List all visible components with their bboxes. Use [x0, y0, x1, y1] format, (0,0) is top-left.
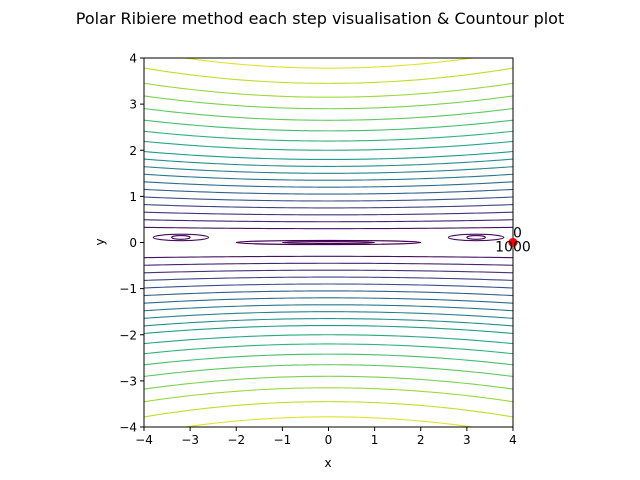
contour-ellipse [447, 233, 505, 242]
contour-line [144, 343, 513, 355]
contour-line [144, 387, 513, 403]
contour-line [144, 130, 513, 142]
step-label: 0 [513, 226, 522, 242]
y-tick-label: 2 [129, 144, 137, 158]
y-tick-label: −2 [119, 328, 137, 342]
contour-line [144, 219, 513, 223]
x-axis-label: x [324, 456, 331, 470]
contour-line [144, 283, 513, 289]
x-tick-label: −4 [135, 433, 153, 447]
contour-line [144, 188, 513, 195]
contour-line [144, 150, 513, 161]
x-axis: −4 −3 −2 −1 0 1 2 3 4 [135, 427, 517, 447]
contour-line [144, 255, 513, 259]
chart-title: Polar Ribiere method each step visualisa… [76, 9, 564, 28]
contour-ellipse [466, 235, 486, 240]
plot-frame [143, 57, 514, 428]
contour-line [144, 304, 513, 312]
y-axis: −4 −3 −2 −1 0 1 2 3 4 [119, 52, 144, 435]
contour-line [144, 226, 513, 230]
x-tick-label: 0 [325, 433, 333, 447]
contour-line [144, 324, 513, 335]
contour-line [144, 276, 513, 281]
x-tick-label: −1 [274, 433, 292, 447]
y-tick-label: 1 [129, 190, 137, 204]
contour-line [144, 297, 513, 304]
x-tick-label: 1 [371, 433, 379, 447]
step-point [508, 238, 518, 247]
y-tick-label: 0 [129, 236, 137, 250]
contour-line [144, 204, 513, 209]
contour-line [144, 82, 513, 98]
x-tick-label: 3 [463, 433, 471, 447]
contour-line [180, 58, 477, 69]
contour-line [144, 262, 513, 266]
contour-line [144, 364, 513, 378]
x-tick-label: −2 [227, 433, 245, 447]
contour-line [144, 353, 513, 366]
contour-ellipse [152, 233, 210, 242]
contour-line [144, 290, 513, 297]
contour-line [144, 95, 513, 110]
y-tick-label: −1 [119, 282, 137, 296]
contour-ellipse [171, 235, 191, 240]
contour-line [144, 119, 513, 132]
contour-line [144, 401, 513, 418]
contour-line [144, 173, 513, 181]
contour-ellipse [281, 241, 376, 244]
contour-line [144, 196, 513, 202]
contour-line [144, 311, 513, 319]
contour-line [144, 140, 513, 151]
y-tick-label: 3 [129, 98, 137, 112]
contour-line [144, 334, 513, 345]
contour-line [180, 416, 477, 427]
contour-line [144, 318, 513, 327]
contour-line [144, 107, 513, 121]
contour-line [144, 67, 513, 84]
x-tick-label: −3 [181, 433, 199, 447]
y-tick-label: −4 [119, 421, 137, 435]
x-tick-label: 4 [509, 433, 517, 447]
contour-line [144, 211, 513, 216]
contour-line [144, 375, 513, 390]
y-axis-label: y [93, 238, 107, 245]
contour-line [144, 181, 513, 188]
y-tick-label: −3 [119, 374, 137, 388]
step-label: 1000 [495, 240, 531, 256]
y-tick-label: 4 [129, 52, 137, 66]
x-tick-label: 2 [417, 433, 425, 447]
plot-area [144, 58, 513, 427]
contour-line [144, 158, 513, 167]
contour-line [144, 269, 513, 274]
contour-ellipse [235, 239, 422, 246]
contour-line [144, 166, 513, 174]
